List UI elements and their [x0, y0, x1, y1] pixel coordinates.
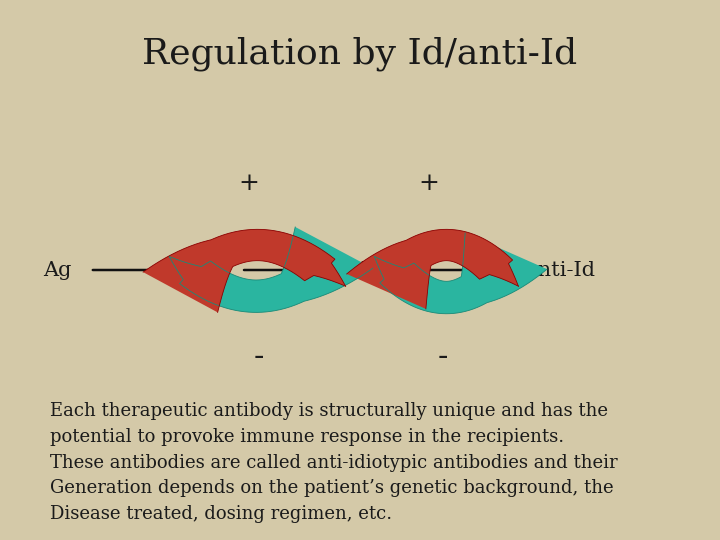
Text: -: - — [254, 341, 264, 372]
Polygon shape — [143, 230, 346, 312]
Polygon shape — [347, 230, 518, 309]
Text: +: + — [238, 172, 258, 195]
Polygon shape — [169, 227, 373, 313]
Text: -: - — [438, 341, 448, 372]
Text: Id: Id — [194, 260, 216, 280]
Text: Ag: Ag — [43, 260, 72, 280]
Polygon shape — [374, 233, 547, 314]
Text: Regulation by Id/anti-Id: Regulation by Id/anti-Id — [143, 37, 577, 71]
Text: Each therapeutic antibody is structurally unique and has the
potential to provok: Each therapeutic antibody is structurall… — [50, 402, 618, 523]
Text: +: + — [418, 172, 438, 195]
Text: anti-anti-Id: anti-anti-Id — [477, 260, 595, 280]
Text: anti-Id: anti-Id — [325, 260, 395, 280]
